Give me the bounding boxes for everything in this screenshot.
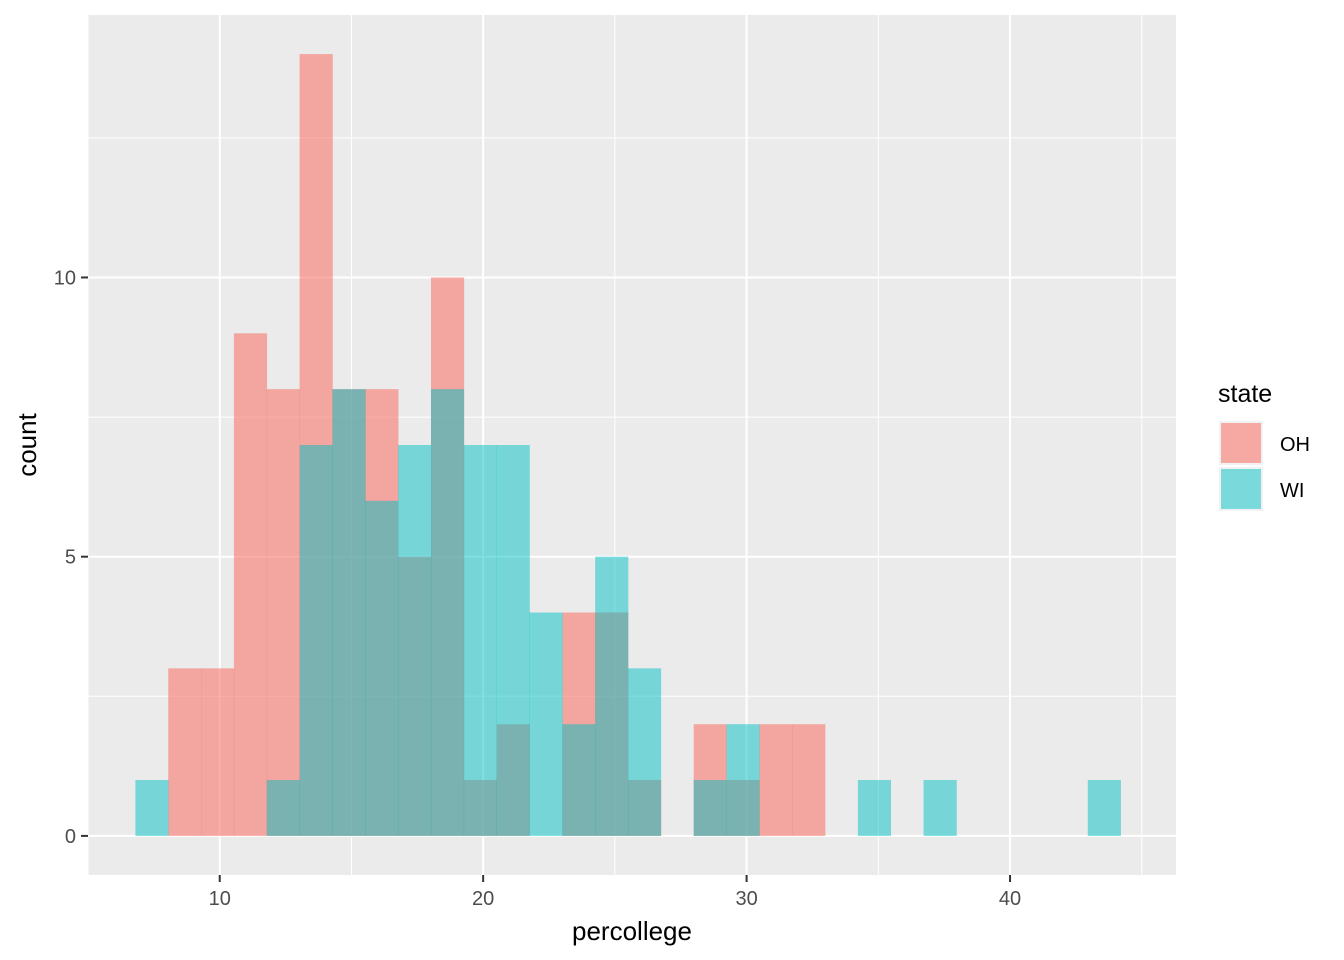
y-axis: 0 5 10 (54, 267, 88, 848)
bar-wi (332, 389, 366, 836)
bar-wi (496, 445, 530, 836)
bar-wi (529, 612, 563, 836)
bar-wi (299, 445, 333, 836)
x-axis-title: percollege (572, 916, 692, 946)
y-tick-label: 10 (54, 267, 76, 289)
bar-oh (792, 724, 826, 836)
legend-label-oh: OH (1280, 434, 1310, 456)
legend-title: state (1218, 380, 1272, 408)
legend-swatch-oh (1221, 423, 1261, 463)
legend-item-wi: WI (1219, 467, 1304, 511)
x-tick-label: 20 (472, 888, 494, 910)
bar-wi (463, 445, 497, 836)
bar-wi (923, 780, 957, 836)
y-tick-label: 5 (65, 547, 76, 569)
y-axis-title: count (12, 412, 42, 476)
series-wi-bars (135, 389, 1121, 836)
bar-wi (857, 780, 892, 836)
bar-oh (168, 668, 202, 836)
bar-wi (693, 780, 727, 836)
bar-oh (201, 668, 235, 836)
x-tick-label: 10 (209, 888, 231, 910)
x-tick-label: 40 (999, 888, 1021, 910)
legend: state OH WI (1218, 380, 1310, 511)
bar-wi (1087, 780, 1121, 836)
bar-oh (233, 333, 268, 836)
bar-oh (266, 389, 300, 836)
legend-item-oh: OH (1219, 421, 1310, 465)
bar-wi (135, 780, 169, 836)
x-axis: 10 20 30 40 (209, 875, 1021, 910)
bar-wi (562, 724, 596, 836)
legend-swatch-wi (1221, 469, 1261, 509)
bar-wi (595, 556, 629, 836)
bar-wi (726, 724, 760, 836)
bar-wi (628, 668, 662, 836)
bar-wi (430, 389, 465, 836)
bar-wi (266, 780, 300, 836)
bar-oh (759, 724, 793, 836)
x-tick-label: 30 (735, 888, 757, 910)
bar-wi (365, 500, 399, 836)
bar-wi (398, 445, 432, 836)
legend-label-wi: WI (1280, 480, 1304, 502)
y-tick-label: 0 (65, 826, 76, 848)
